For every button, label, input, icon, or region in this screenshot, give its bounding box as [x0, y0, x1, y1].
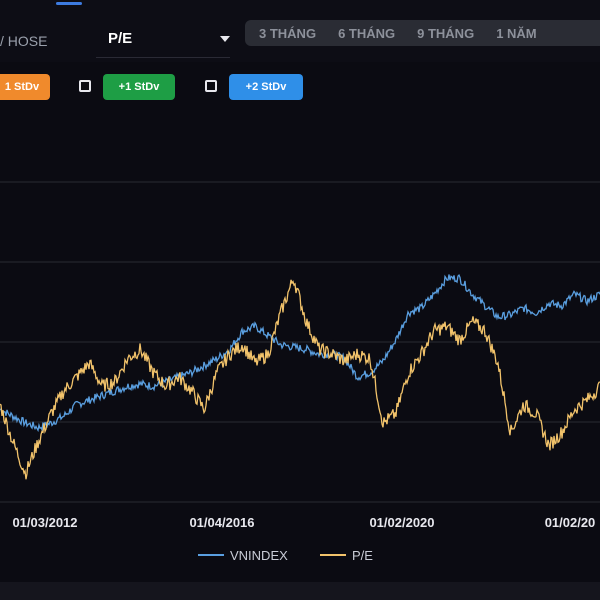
band-chip-plus-2-stdv[interactable]: +2 StDv [229, 74, 303, 100]
bottom-bar [0, 582, 600, 600]
x-tick-label: 01/04/2016 [189, 515, 254, 530]
period-selector: 3 THÁNG 6 THÁNG 9 THÁNG 1 NĂM [245, 20, 600, 46]
x-tick-label: 01/02/20 [545, 515, 596, 530]
dropdown-underline [96, 57, 230, 58]
checkbox-plus-2-stdv[interactable] [205, 80, 217, 92]
stdev-band-toggles: 1 StDv +1 StDv +2 StDv [0, 74, 600, 102]
legend-label[interactable]: VNINDEX [230, 548, 288, 563]
x-tick-label: 01/03/2012 [12, 515, 77, 530]
period-3-months[interactable]: 3 THÁNG [259, 25, 317, 41]
period-1-year[interactable]: 1 NĂM [496, 25, 537, 41]
exchange-label: / HOSE [0, 33, 48, 49]
series-line-p-e [0, 279, 600, 480]
series-line-vnindex [0, 273, 600, 433]
legend-label[interactable]: P/E [352, 548, 373, 563]
valuation-chart: 01/03/2012 01/04/2016 01/02/2020 01/02/20 VN… [0, 112, 600, 582]
period-6-months[interactable]: 6 THÁNG [338, 25, 396, 41]
x-tick-label: 01/02/2020 [369, 515, 434, 530]
chevron-down-icon[interactable] [220, 36, 230, 42]
band-chip-plus-1-stdv[interactable]: +1 StDv [103, 74, 175, 100]
band-chip-1-stdv[interactable]: 1 StDv [0, 74, 50, 100]
chart-svg: 01/03/2012 01/04/2016 01/02/2020 01/02/20 VN… [0, 181, 600, 563]
checkbox-plus-1-stdv[interactable] [79, 80, 91, 92]
top-toolbar: / HOSE P/E 3 THÁNG 6 THÁNG 9 THÁNG 1 NĂM [0, 0, 600, 62]
period-9-months[interactable]: 9 THÁNG [417, 25, 475, 41]
active-tab-indicator [56, 2, 82, 5]
metric-dropdown[interactable]: P/E [108, 30, 133, 47]
